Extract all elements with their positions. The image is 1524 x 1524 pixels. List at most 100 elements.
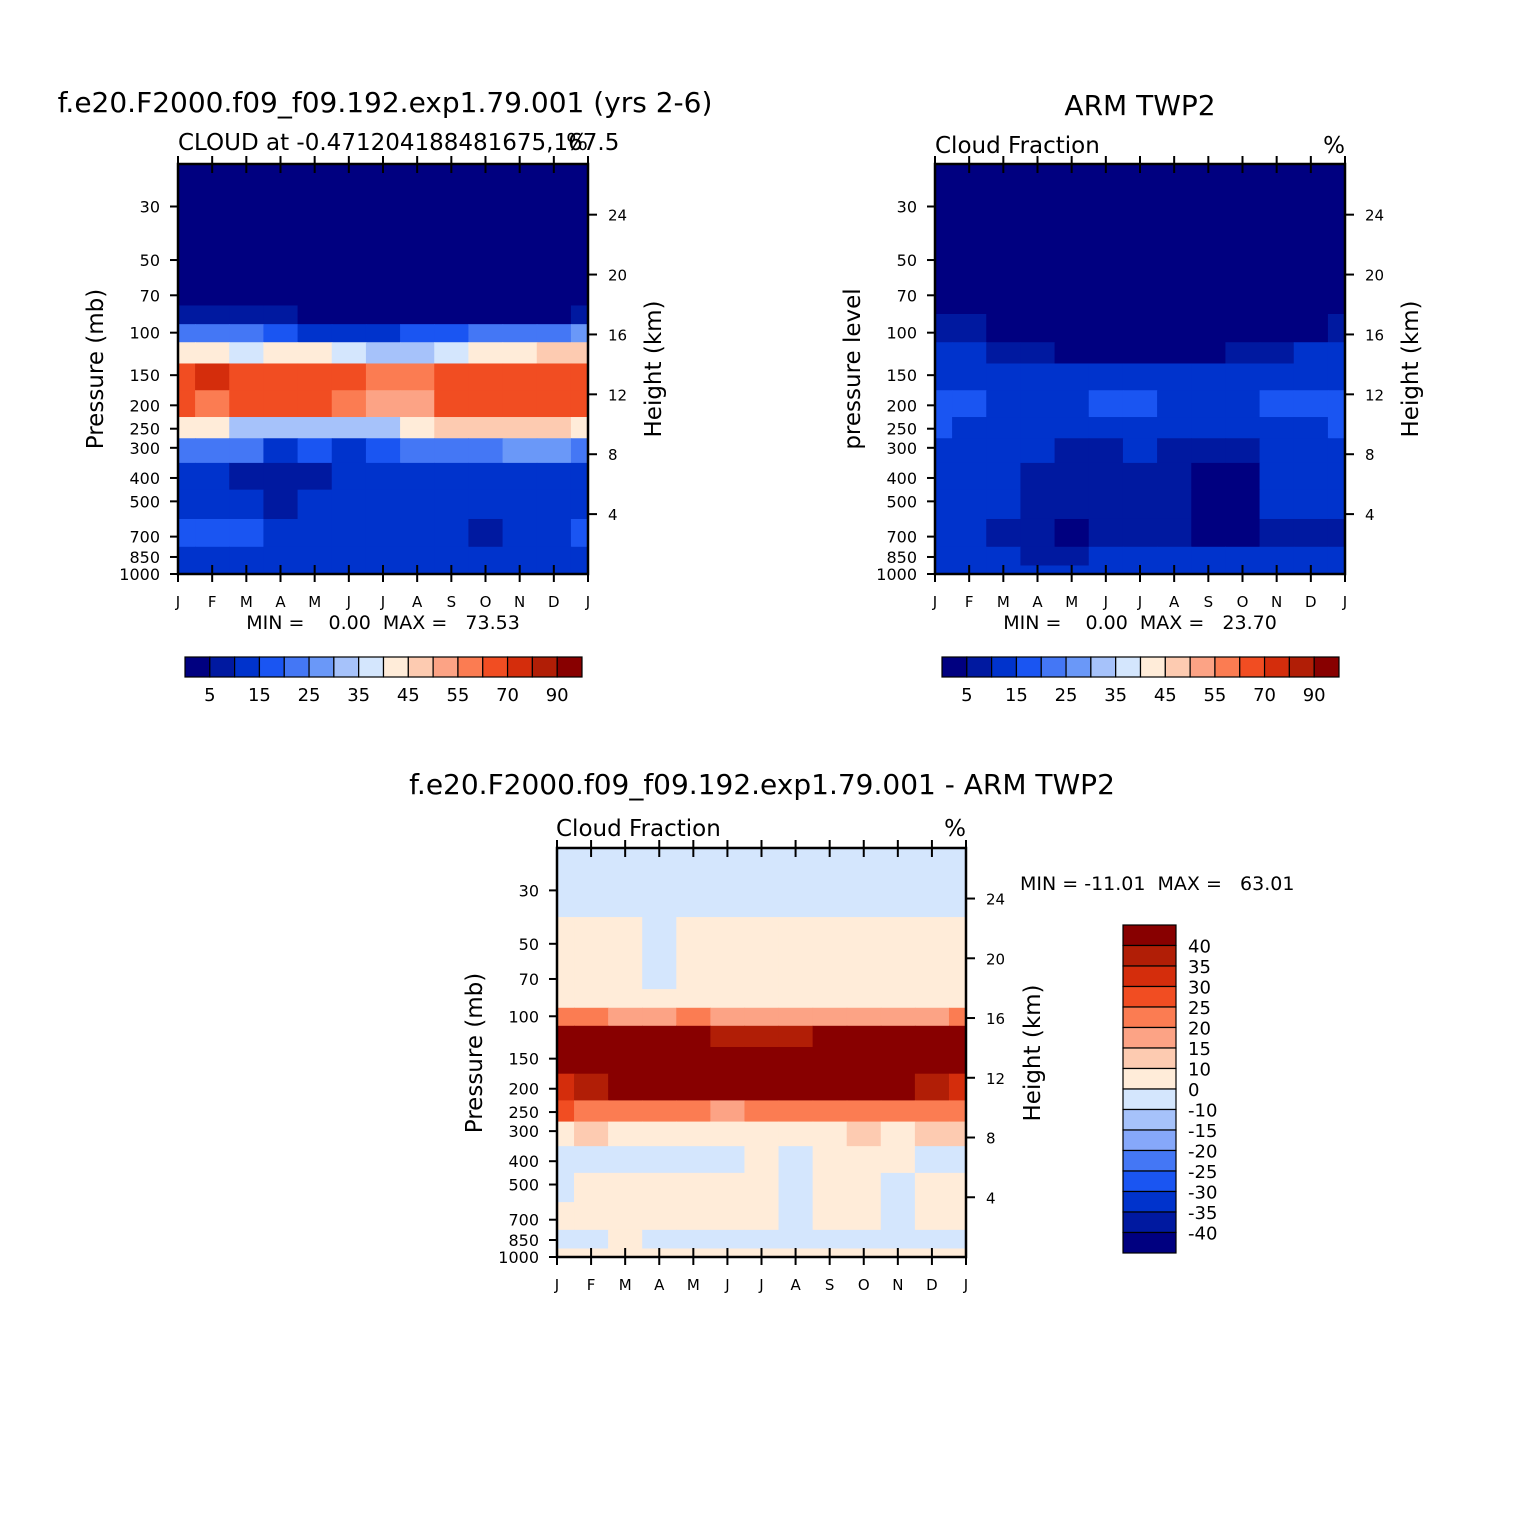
field-cell — [400, 324, 435, 343]
field-cell — [229, 390, 265, 418]
colorbar-swatch — [1065, 656, 1092, 678]
y-tick-label: 30 — [519, 881, 539, 900]
field-cell — [195, 489, 230, 520]
field-cell — [1157, 313, 1192, 343]
field-cell — [710, 1046, 746, 1075]
field-cell — [880, 1073, 916, 1101]
colorbar-label: 15 — [248, 685, 271, 706]
field-cell — [574, 989, 609, 1009]
colorbar-swatch — [1122, 944, 1177, 967]
field-cell — [434, 233, 470, 279]
field-cell — [952, 277, 987, 315]
colorbar-swatch — [358, 656, 385, 678]
field-cell — [365, 390, 401, 418]
field-cell — [178, 233, 196, 279]
field-cell — [676, 1229, 711, 1250]
y-tick-label: 50 — [519, 935, 539, 954]
field-cell — [846, 1146, 882, 1174]
field-cell — [502, 305, 538, 325]
field-cell — [935, 390, 953, 418]
field-cell — [642, 1046, 677, 1075]
panel-model-y-axis-right: 24 20 16 12 8 4 — [588, 207, 627, 524]
field-cell — [948, 1202, 967, 1231]
field-cell — [1157, 363, 1192, 391]
field-cell — [178, 324, 196, 343]
field-cell — [812, 1146, 848, 1174]
field-cell — [710, 1100, 746, 1123]
field-cell — [229, 324, 265, 343]
field-cell — [263, 277, 299, 307]
y-tick-label: 100 — [129, 324, 160, 343]
x-tick-label: J — [1137, 593, 1142, 611]
y-tick-right-label: 20 — [1365, 267, 1384, 285]
y-tick-right-label: 4 — [1365, 506, 1375, 524]
field-cell — [229, 363, 265, 391]
y-tick-label: 30 — [897, 197, 917, 216]
field-cell — [1088, 546, 1124, 567]
field-cell — [1259, 164, 1295, 234]
field-cell — [570, 438, 589, 464]
field-cell — [400, 233, 435, 279]
field-cell — [935, 313, 953, 343]
field-cell — [914, 1073, 950, 1101]
field-cell — [642, 1025, 677, 1048]
y-tick-right-label: 16 — [608, 326, 627, 344]
field-cell — [642, 1100, 677, 1123]
panel-diff-ylabel-right: Height (km) — [1020, 984, 1046, 1121]
field-cell — [557, 1100, 575, 1123]
field-cell — [812, 917, 848, 962]
panel-model-title: f.e20.F2000.f09_f09.192.exp1.79.001 (yrs… — [58, 86, 713, 119]
field-cell — [880, 1046, 916, 1075]
field-cell — [1157, 518, 1192, 548]
colorbar-swatch — [234, 656, 261, 678]
field-cell — [914, 1229, 950, 1250]
panel-diff-subtitle-left: Cloud Fraction — [556, 816, 721, 842]
field-cell — [400, 518, 435, 548]
colorbar-swatch — [1122, 1026, 1177, 1049]
field-cell — [1157, 277, 1192, 315]
field-cell — [557, 1046, 575, 1075]
field-cell — [574, 1202, 609, 1231]
field-cell — [880, 1025, 916, 1048]
field-cell — [502, 438, 538, 464]
field-cell — [935, 342, 953, 365]
field-cell — [195, 277, 230, 307]
field-cell — [570, 546, 589, 567]
field-cell — [1054, 489, 1090, 520]
field-cell — [935, 363, 953, 391]
x-tick-label: F — [965, 593, 974, 611]
colorbar-swatch — [482, 656, 509, 678]
field-cell — [846, 961, 882, 990]
field-cell — [1259, 462, 1295, 491]
field-cell — [297, 363, 333, 391]
field-cell — [914, 1146, 950, 1174]
field-cell — [1259, 438, 1295, 464]
colorbar-swatch — [941, 656, 968, 678]
field-cell — [1122, 462, 1158, 491]
field-cell — [986, 233, 1022, 279]
colorbar-label: 15 — [1005, 685, 1028, 706]
field-cell — [574, 1100, 609, 1123]
field-cell — [880, 961, 916, 990]
colorbar-label: 5 — [961, 685, 972, 706]
field-cell — [365, 489, 401, 520]
field-cell — [744, 917, 780, 962]
field-cell — [846, 1229, 882, 1250]
field-cell — [229, 489, 265, 520]
colorbar-swatch — [1122, 1231, 1177, 1254]
field-cell — [178, 462, 196, 491]
field-cell — [502, 546, 538, 567]
x-tick-label: A — [275, 593, 286, 611]
field-cell — [676, 961, 711, 990]
colorbar-label: -15 — [1188, 1121, 1217, 1142]
colorbar-swatch — [1122, 1047, 1177, 1070]
field-cell — [1259, 313, 1295, 343]
field-cell — [502, 518, 538, 548]
field-cell — [710, 1172, 746, 1203]
field-cell — [676, 848, 711, 918]
field-cell — [986, 417, 1022, 439]
field-cell — [812, 1046, 848, 1075]
field-cell — [1293, 342, 1329, 365]
field-cell — [1293, 233, 1329, 279]
x-tick-label: D — [926, 1276, 938, 1294]
